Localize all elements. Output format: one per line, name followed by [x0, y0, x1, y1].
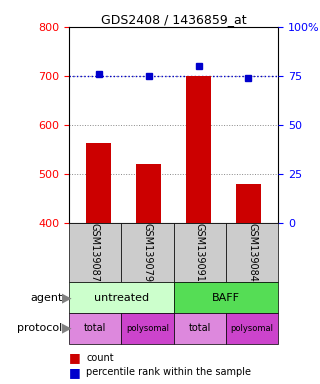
Text: protocol: protocol	[17, 323, 62, 333]
Text: ■: ■	[69, 366, 81, 379]
Text: total: total	[84, 323, 106, 333]
Title: GDS2408 / 1436859_at: GDS2408 / 1436859_at	[101, 13, 246, 26]
Bar	[186, 76, 211, 223]
Bar	[236, 184, 261, 223]
Text: untreated: untreated	[94, 293, 149, 303]
Text: GSM139084: GSM139084	[247, 223, 257, 282]
Text: ▶: ▶	[62, 291, 72, 304]
Text: count: count	[86, 353, 114, 363]
Text: percentile rank within the sample: percentile rank within the sample	[86, 367, 252, 377]
Text: GSM139091: GSM139091	[195, 223, 205, 282]
Text: agent: agent	[30, 293, 62, 303]
Text: polysomal: polysomal	[231, 324, 274, 333]
Text: BAFF: BAFF	[212, 293, 240, 303]
Text: total: total	[188, 323, 211, 333]
Text: ■: ■	[69, 351, 81, 364]
Text: GSM139079: GSM139079	[142, 223, 152, 282]
Text: polysomal: polysomal	[126, 324, 169, 333]
Text: ▶: ▶	[62, 322, 72, 335]
Bar	[136, 164, 161, 223]
Bar	[86, 143, 111, 223]
Text: GSM139087: GSM139087	[90, 223, 100, 282]
